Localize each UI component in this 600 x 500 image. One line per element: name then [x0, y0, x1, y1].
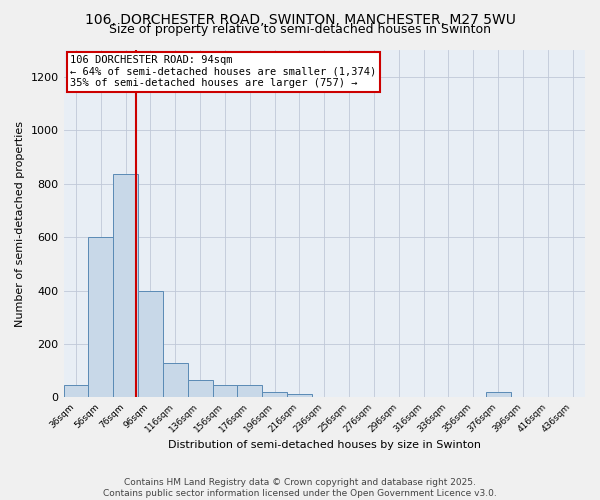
X-axis label: Distribution of semi-detached houses by size in Swinton: Distribution of semi-detached houses by … — [168, 440, 481, 450]
Bar — [88, 237, 113, 398]
Bar — [163, 362, 188, 398]
Bar — [113, 174, 138, 398]
Text: Contains HM Land Registry data © Crown copyright and database right 2025.
Contai: Contains HM Land Registry data © Crown c… — [103, 478, 497, 498]
Bar — [287, 394, 312, 398]
Bar — [64, 385, 88, 398]
Text: Size of property relative to semi-detached houses in Swinton: Size of property relative to semi-detach… — [109, 22, 491, 36]
Bar — [238, 385, 262, 398]
Bar — [262, 392, 287, 398]
Bar — [188, 380, 212, 398]
Bar — [138, 290, 163, 398]
Bar — [485, 392, 511, 398]
Y-axis label: Number of semi-detached properties: Number of semi-detached properties — [15, 120, 25, 326]
Text: 106 DORCHESTER ROAD: 94sqm
← 64% of semi-detached houses are smaller (1,374)
35%: 106 DORCHESTER ROAD: 94sqm ← 64% of semi… — [70, 55, 377, 88]
Text: 106, DORCHESTER ROAD, SWINTON, MANCHESTER, M27 5WU: 106, DORCHESTER ROAD, SWINTON, MANCHESTE… — [85, 12, 515, 26]
Bar — [212, 385, 238, 398]
